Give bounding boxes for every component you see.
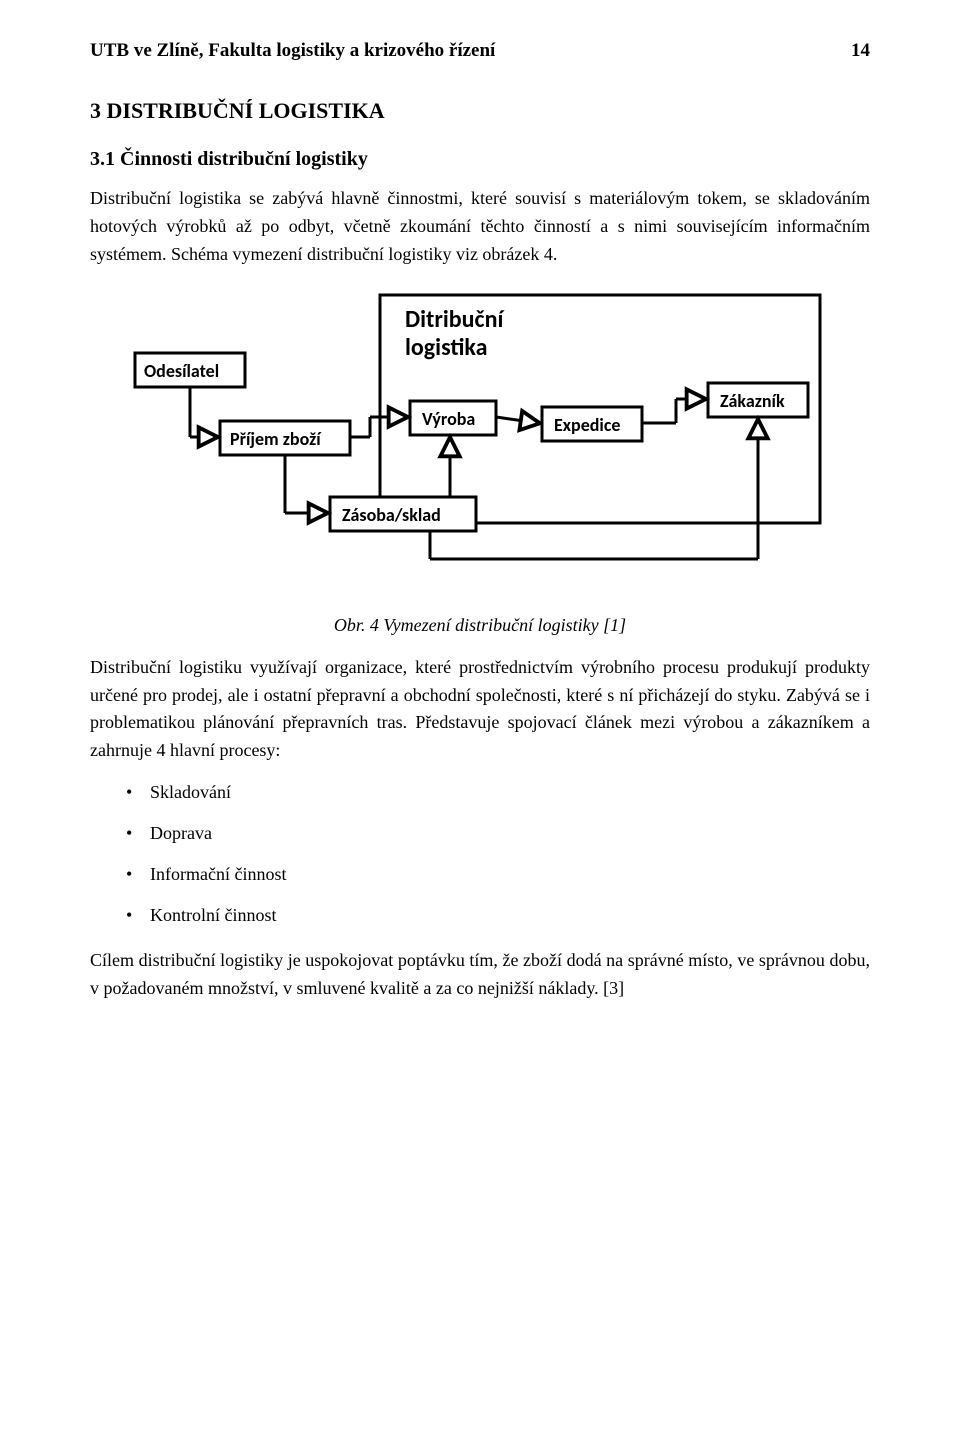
intro-paragraph: Distribuční logistika se zabývá hlavně č… [90,185,870,269]
section-subheading: 3.1 Činnosti distribuční logistiky [90,148,870,171]
figure-container: Ditribuční logistika Odesílatel Příjem z… [90,287,870,587]
bullet-list: Skladování Doprava Informační činnost Ko… [90,779,870,929]
list-item: Skladování [90,779,870,806]
header-left: UTB ve Zlíně, Fakulta logistiky a krizov… [90,40,495,62]
diagram-title-2: logistika [405,333,488,362]
list-item: Informační činnost [90,861,870,888]
list-item: Doprava [90,820,870,847]
page-number: 14 [851,40,870,62]
document-page: UTB ve Zlíně, Fakulta logistiky a krizov… [0,0,960,1077]
node-vyroba: Výroba [422,408,475,430]
node-prijem: Příjem zboží [230,428,322,450]
figure-caption: Obr. 4 Vymezení distribuční logistiky [1… [90,615,870,636]
node-zakaznik: Zákazník [720,390,785,412]
node-zasoba: Zásoba/sklad [342,504,441,526]
third-paragraph: Cílem distribuční logistiky je uspokojov… [90,947,870,1003]
second-paragraph: Distribuční logistiku využívají organiza… [90,654,870,766]
section-heading: 3 DISTRIBUČNÍ LOGISTIKA [90,98,870,124]
node-odesilatel: Odesílatel [144,360,219,382]
node-expedice: Expedice [554,414,620,436]
page-header: UTB ve Zlíně, Fakulta logistiky a krizov… [90,40,870,62]
diagram-title: Ditribuční [405,305,505,334]
list-item: Kontrolní činnost [90,902,870,929]
flowchart-diagram: Ditribuční logistika Odesílatel Příjem z… [130,287,830,587]
